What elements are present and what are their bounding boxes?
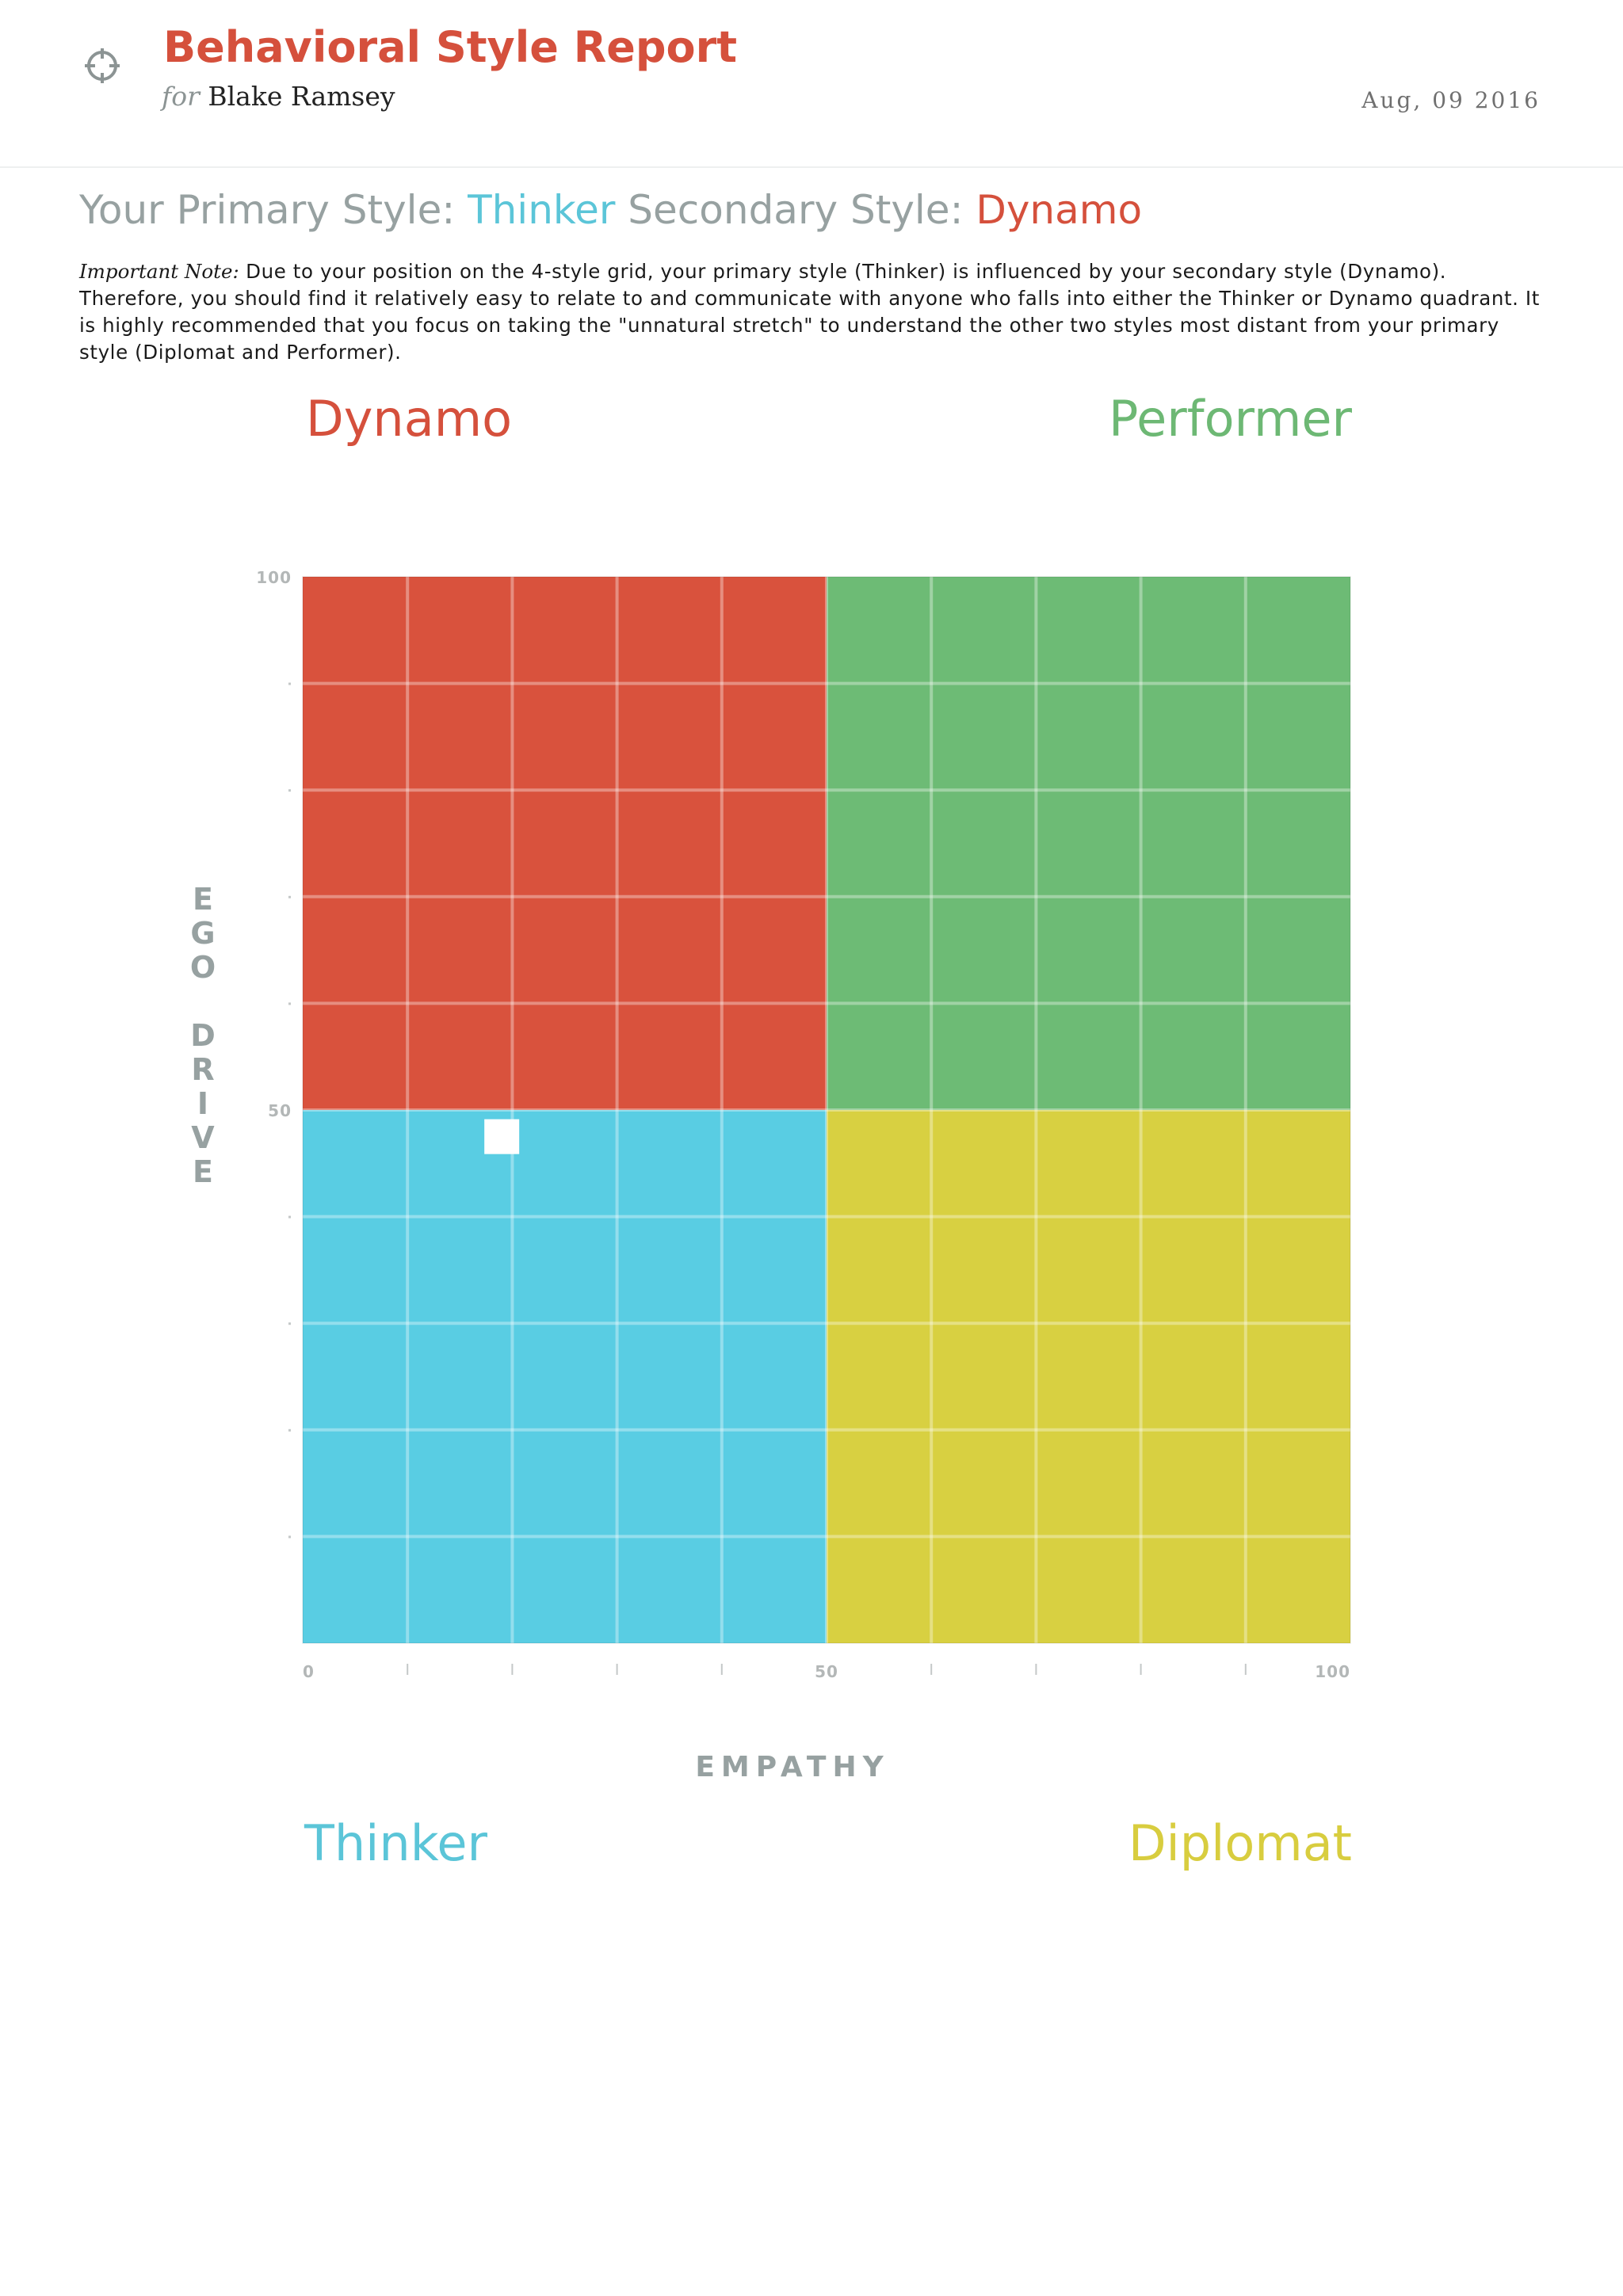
y-axis-label-letter: O bbox=[189, 950, 216, 985]
secondary-style-label: Secondary Style: bbox=[628, 187, 964, 233]
y-axis-label-letter: V bbox=[191, 1120, 215, 1155]
quadrant-label-thinker: Thinker bbox=[304, 1814, 488, 1872]
y-tick-mark bbox=[288, 682, 291, 685]
x-axis-label: EMPATHY bbox=[695, 1751, 890, 1783]
person-name: Blake Ramsey bbox=[208, 81, 395, 112]
quadrant-dynamo bbox=[303, 577, 827, 1110]
x-tick-label: 50 bbox=[815, 1662, 838, 1681]
y-axis-label-letter bbox=[184, 985, 222, 1019]
y-axis-label-letter: E bbox=[193, 882, 213, 917]
report-header: Behavioral Style Report for Blake Ramsey… bbox=[0, 0, 1623, 168]
y-axis-label-letter: D bbox=[190, 1018, 216, 1053]
y-axis-label-letter: I bbox=[197, 1086, 209, 1121]
report-title: Behavioral Style Report bbox=[163, 22, 738, 72]
y-axis-label-letter: R bbox=[191, 1052, 215, 1087]
report-subtitle: for Blake Ramsey bbox=[162, 81, 395, 112]
style-grid-chart: 0 50 100 50 100 bbox=[256, 568, 1351, 1681]
x-tick-label: 100 bbox=[1315, 1662, 1350, 1681]
quadrant-thinker bbox=[303, 1110, 827, 1643]
for-prefix: for bbox=[162, 81, 200, 112]
y-tick-mark bbox=[288, 1428, 291, 1432]
y-axis-label-letter: G bbox=[190, 916, 216, 951]
y-tick-mark bbox=[288, 789, 291, 792]
quadrant-diplomat bbox=[827, 1110, 1350, 1643]
y-tick-mark bbox=[288, 1215, 291, 1219]
important-note: Important Note: Due to your position on … bbox=[79, 258, 1553, 366]
quadrant-label-dynamo: Dynamo bbox=[306, 390, 513, 448]
y-tick-mark bbox=[288, 895, 291, 898]
note-lead: Important Note: bbox=[79, 260, 239, 283]
crosshair-icon bbox=[85, 48, 120, 83]
y-tick-label: 100 bbox=[256, 568, 292, 587]
y-axis-label-letter: E bbox=[193, 1154, 213, 1189]
y-tick-mark bbox=[288, 1002, 291, 1005]
quadrant-label-diplomat: Diplomat bbox=[1128, 1814, 1352, 1872]
primary-style-label: Your Primary Style: bbox=[79, 187, 456, 233]
plot-border bbox=[302, 576, 1351, 1644]
data-point bbox=[484, 1119, 520, 1154]
x-tick-label: 0 bbox=[303, 1662, 315, 1681]
quadrant-performer bbox=[827, 577, 1350, 1110]
quadrant-label-performer: Performer bbox=[1108, 390, 1352, 448]
y-tick-label: 50 bbox=[268, 1101, 292, 1120]
primary-style-value: Thinker bbox=[468, 187, 616, 233]
styles-summary: Your Primary Style: Thinker Secondary St… bbox=[79, 187, 1142, 233]
y-tick-mark bbox=[288, 1535, 291, 1539]
note-text: Due to your position on the 4-style grid… bbox=[79, 260, 1540, 364]
y-tick-mark bbox=[288, 1322, 291, 1325]
report-date: Aug, 09 2016 bbox=[1361, 87, 1541, 113]
secondary-style-value: Dynamo bbox=[976, 187, 1143, 233]
